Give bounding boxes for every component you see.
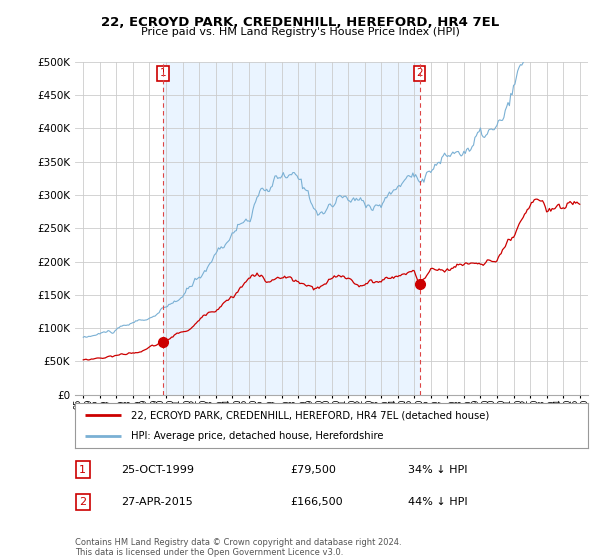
- Text: £166,500: £166,500: [290, 497, 343, 507]
- Text: 1: 1: [79, 465, 86, 475]
- Text: 34% ↓ HPI: 34% ↓ HPI: [409, 465, 468, 475]
- Text: 2: 2: [416, 68, 423, 78]
- Text: 2: 2: [79, 497, 86, 507]
- Text: 22, ECROYD PARK, CREDENHILL, HEREFORD, HR4 7EL (detached house): 22, ECROYD PARK, CREDENHILL, HEREFORD, H…: [131, 410, 490, 421]
- Text: Price paid vs. HM Land Registry's House Price Index (HPI): Price paid vs. HM Land Registry's House …: [140, 27, 460, 37]
- Text: 25-OCT-1999: 25-OCT-1999: [121, 465, 194, 475]
- Bar: [163, 62, 419, 395]
- Text: £79,500: £79,500: [290, 465, 337, 475]
- Text: HPI: Average price, detached house, Herefordshire: HPI: Average price, detached house, Here…: [131, 431, 384, 441]
- Text: 22, ECROYD PARK, CREDENHILL, HEREFORD, HR4 7EL: 22, ECROYD PARK, CREDENHILL, HEREFORD, H…: [101, 16, 499, 29]
- Text: Contains HM Land Registry data © Crown copyright and database right 2024.
This d: Contains HM Land Registry data © Crown c…: [75, 538, 401, 557]
- Text: 1: 1: [160, 68, 167, 78]
- Text: 27-APR-2015: 27-APR-2015: [121, 497, 193, 507]
- Text: 44% ↓ HPI: 44% ↓ HPI: [409, 497, 468, 507]
